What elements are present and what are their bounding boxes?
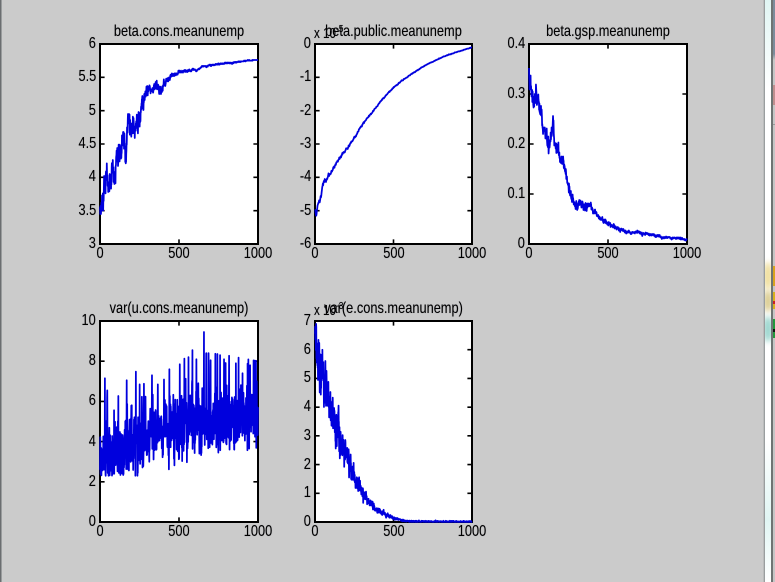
y-tick-label: 3 xyxy=(303,426,311,444)
data-line xyxy=(99,59,259,215)
y-tick-label: 7 xyxy=(303,312,311,329)
teal-blur xyxy=(765,316,771,342)
y-axis-exponent-label: x 10-5 xyxy=(314,23,343,43)
data-line xyxy=(314,322,473,523)
axes-area xyxy=(314,43,473,245)
y-tick-label: 4 xyxy=(88,168,96,186)
x-tick-label: 0 xyxy=(525,245,533,262)
y-tick-label: 4.5 xyxy=(78,135,96,152)
y-tick-label: 5 xyxy=(88,101,96,119)
y-tick-label: -2 xyxy=(299,101,311,119)
subplot-beta-public-meanunemp: beta.public.meanunemp x 10-5 -6 -5 -4 -3 -2-… xyxy=(300,23,487,262)
x-tick-label: 500 xyxy=(168,245,190,262)
y-tick-label: 4 xyxy=(88,432,96,450)
subplot-title: var(u.cons.meanunemp) xyxy=(109,300,249,317)
x-tick-label: 500 xyxy=(382,523,405,540)
axes-area xyxy=(528,43,688,245)
exponent-power: -5 xyxy=(335,23,344,35)
x-tick-label: 1000 xyxy=(243,523,273,540)
background-window-border xyxy=(771,0,773,582)
y-tick-label: 6 xyxy=(88,392,96,410)
y-tick-label: 3 xyxy=(88,235,96,252)
x-tick-label: 0 xyxy=(96,523,104,540)
y-tick-label: -4 xyxy=(299,168,311,186)
x-tick-label: 0 xyxy=(96,245,104,262)
y-tick-label: 0 xyxy=(303,35,311,52)
y-tick-label: 0.3 xyxy=(507,85,525,102)
yellow-red-icon-fragment-accent xyxy=(772,301,775,304)
y-tick-label: 5.5 xyxy=(78,68,96,86)
y-tick-label: 2 xyxy=(88,472,96,490)
x-tick-label: 1000 xyxy=(457,245,487,262)
y-tick-label: 0.2 xyxy=(507,135,525,152)
axes-area xyxy=(99,43,259,245)
y-tick-label: 0 xyxy=(303,513,311,530)
x-tick-label: 1000 xyxy=(457,523,487,540)
y-axis-exponent-label: x 10-3 xyxy=(314,300,343,320)
y-tick-label: 0 xyxy=(517,235,525,252)
x-tick-label: 1000 xyxy=(243,245,273,262)
y-tick-label: -5 xyxy=(299,201,311,219)
y-tick-label: -1 xyxy=(299,68,311,86)
y-tick-label: -3 xyxy=(299,135,311,152)
data-line xyxy=(99,331,259,477)
window-left-border xyxy=(0,0,2,582)
subplot-title: var(e.cons.meanunemp) xyxy=(324,300,463,317)
axes-frame xyxy=(528,43,688,245)
subplot-title: beta.public.meanunemp xyxy=(325,23,462,40)
exponent-power: -3 xyxy=(335,300,344,312)
y-tick-label: 8 xyxy=(88,352,96,370)
data-line xyxy=(314,46,473,217)
desktop-sliver xyxy=(772,0,775,582)
axes-area xyxy=(99,320,259,523)
y-tick-label: 10 xyxy=(81,312,96,329)
exponent-mantissa: x 10 xyxy=(314,303,336,319)
data-line xyxy=(528,67,688,242)
pink-icon-fragment xyxy=(772,85,775,105)
subplot-var-e-cons-meanunemp: var(e.cons.meanunemp) x 10-3 0 1 2 3 4 5 6 7 0 50… xyxy=(304,300,486,540)
y-tick-label: 5 xyxy=(303,369,311,387)
yellow-blur xyxy=(765,262,771,290)
x-tick-label: 1000 xyxy=(672,245,702,262)
background-window-scrollbar-strip[interactable] xyxy=(765,0,771,582)
y-tick-label: 0.4 xyxy=(507,35,525,52)
y-tick-label: 0.1 xyxy=(507,185,525,202)
y-tick-label: 6 xyxy=(88,35,96,52)
figure-window-right-edge xyxy=(763,0,765,582)
subplot-var-u-cons-meanunemp: var(u.cons.meanunemp) 0 2 4 6 8 10 0 500 1000 xyxy=(82,301,272,540)
y-tick-label: 3.5 xyxy=(78,201,96,219)
tick-marks xyxy=(314,43,473,245)
olive-blur xyxy=(765,290,771,312)
x-tick-label: 500 xyxy=(597,245,619,262)
x-tick-label: 0 xyxy=(311,523,319,540)
x-tick-label: 0 xyxy=(311,245,319,262)
axes-area xyxy=(314,320,473,523)
subplot-beta-cons-meanunemp: beta.cons.meanunemp 3 3.5 4 4.5 5 5.5 6 0 500 100… xyxy=(78,24,272,262)
green-icon-fragment xyxy=(772,319,775,338)
subplot-beta-gsp-meanunemp: beta.gsp.meanunemp 0 0.1 0.2 0.3 0.4 0 500 1000 xyxy=(507,24,701,262)
y-tick-label: 1 xyxy=(303,484,311,502)
axes-frame xyxy=(314,43,473,245)
x-tick-label: 500 xyxy=(382,245,405,262)
y-tick-label: 6 xyxy=(303,340,311,358)
axes-frame xyxy=(314,320,473,523)
subplot-title: beta.cons.meanunemp xyxy=(113,23,245,40)
y-tick-label: 2 xyxy=(303,455,311,473)
yellow-red-icon-fragment xyxy=(772,292,775,309)
exponent-mantissa: x 10 xyxy=(314,26,336,42)
y-tick-label: -6 xyxy=(299,235,311,252)
green-icon-fragment-accent xyxy=(772,329,775,332)
x-tick-label: 500 xyxy=(168,523,190,540)
yellow-folder-fragment xyxy=(772,266,775,286)
y-tick-label: 0 xyxy=(88,513,96,530)
y-tick-label: 4 xyxy=(303,398,311,416)
subplot-title: beta.gsp.meanunemp xyxy=(546,23,670,40)
divider-line xyxy=(772,124,775,125)
